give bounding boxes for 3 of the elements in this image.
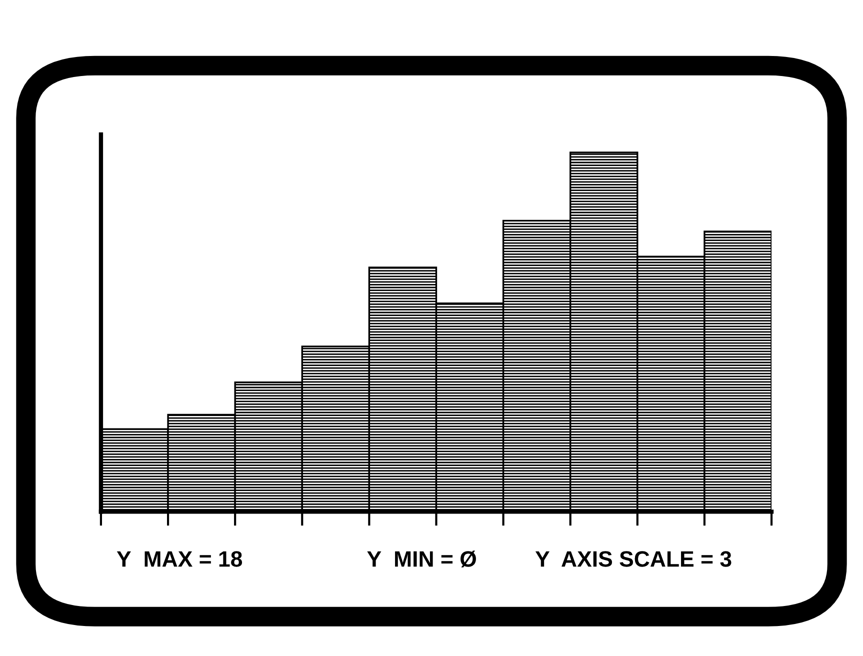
text: Y AXIS SCALE = 3 [535, 551, 732, 567]
text: Y MIN = Ø [367, 550, 476, 568]
text: Y MAX = 18 [116, 551, 242, 567]
